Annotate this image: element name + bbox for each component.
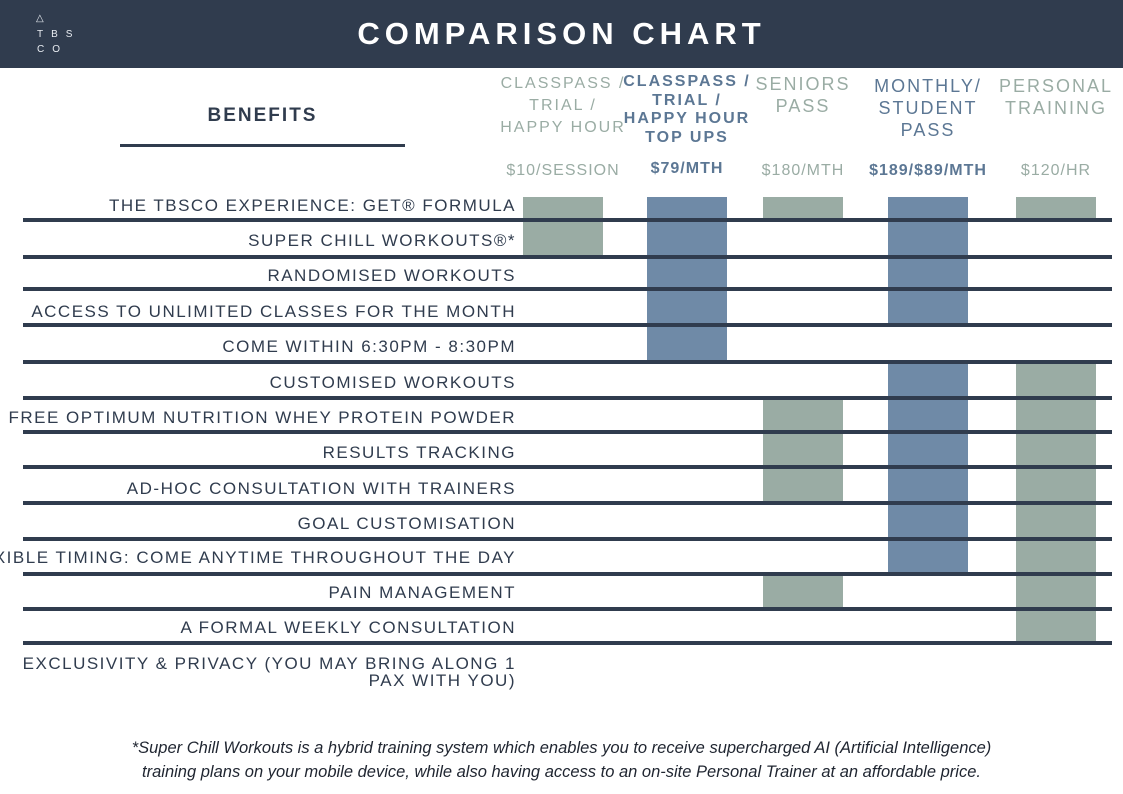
benefit-label: FLEXIBLE TIMING: COME ANYTIME THROUGHOUT… xyxy=(0,548,516,567)
logo-text-line-1: TBS xyxy=(37,29,81,40)
plan-header-2: CLASSPASS / TRIAL / HAPPY HOUR TOP UPS xyxy=(623,73,751,146)
plan-header-1: CLASSPASS / TRIAL / HAPPY HOUR xyxy=(500,75,626,136)
plan-price-5: $120/HR xyxy=(1020,162,1092,179)
benefit-label: EXCLUSIVITY & PRIVACY (YOU MAY BRING ALO… xyxy=(22,654,516,690)
included-bar xyxy=(1016,197,1096,222)
included-bar xyxy=(763,574,843,609)
benefit-label: A FORMAL WEEKLY CONSULTATION xyxy=(180,618,516,637)
benefit-label: RANDOMISED WORKOUTS xyxy=(267,266,516,285)
included-bar xyxy=(523,197,603,257)
row-divider xyxy=(23,501,1112,505)
plan-price-1: $10/SESSION xyxy=(506,162,620,179)
plan-header-5: PERSONAL TRAINING xyxy=(998,76,1114,118)
benefit-label: FREE OPTIMUM NUTRITION WHEY PROTEIN POWD… xyxy=(8,408,516,427)
page-title: COMPARISON CHART xyxy=(357,16,766,51)
row-divider xyxy=(23,255,1112,259)
row-divider xyxy=(23,323,1112,327)
benefit-label: SUPER CHILL WORKOUTS®* xyxy=(248,231,516,250)
benefit-label: RESULTS TRACKING xyxy=(322,443,516,462)
plan-price-2: $79/MTH xyxy=(650,160,724,177)
plan-price-4: $189/$89/MTH xyxy=(869,162,987,179)
footnote: *Super Chill Workouts is a hybrid traini… xyxy=(131,739,992,781)
row-divider xyxy=(23,430,1112,434)
row-divider xyxy=(23,396,1112,400)
header-bar: △ TBS CO COMPARISON CHART xyxy=(0,0,1123,68)
logo: △ TBS CO xyxy=(34,14,84,58)
included-bar xyxy=(888,197,968,326)
included-bar xyxy=(763,197,843,222)
row-divider xyxy=(23,360,1112,364)
plan-header-3: SENIORS PASS xyxy=(755,74,851,116)
included-bar xyxy=(763,398,843,503)
row-divider xyxy=(23,607,1112,611)
benefits-underline xyxy=(120,144,405,147)
benefit-label: AD-HOC CONSULTATION WITH TRAINERS xyxy=(126,479,516,498)
plan-price-3: $180/MTH xyxy=(761,162,845,179)
plan-header-4: MONTHLY/ STUDENT PASS xyxy=(874,76,982,140)
included-bar xyxy=(647,197,727,361)
logo-text-line-2: CO xyxy=(37,44,68,55)
row-divider xyxy=(23,465,1112,469)
benefit-label: THE TBSCO EXPERIENCE: GET® FORMULA xyxy=(108,196,516,215)
benefit-label: COME WITHIN 6:30PM - 8:30PM xyxy=(222,337,516,356)
row-divider xyxy=(23,218,1112,222)
benefit-label: GOAL CUSTOMISATION xyxy=(297,514,516,533)
row-divider xyxy=(23,641,1112,645)
benefit-label: PAIN MANAGEMENT xyxy=(328,583,516,602)
row-divider xyxy=(23,537,1112,541)
benefit-label: CUSTOMISED WORKOUTS xyxy=(269,373,516,392)
row-divider xyxy=(23,287,1112,291)
benefits-heading: BENEFITS xyxy=(207,105,318,126)
logo-mark: △ xyxy=(36,13,44,24)
row-divider xyxy=(23,572,1112,576)
benefit-label: ACCESS TO UNLIMITED CLASSES FOR THE MONT… xyxy=(31,302,516,321)
